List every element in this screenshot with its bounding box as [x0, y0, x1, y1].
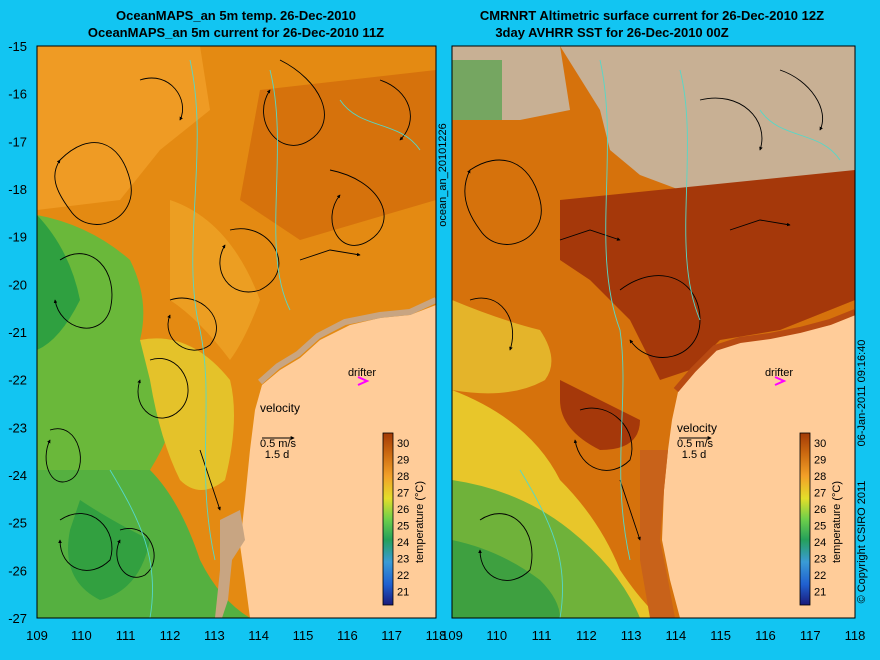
- y-tick-label: -21: [8, 325, 27, 340]
- left-colorbar-tick-label: 28: [397, 471, 409, 483]
- left-colorbar-tick-label: 22: [397, 570, 409, 582]
- right-x-axis-ticks: 109 110 111 112 113 114 115 116 117 118: [441, 628, 865, 643]
- left-x-tick-label: 115: [293, 628, 314, 643]
- right-x-tick-label: 109: [441, 628, 463, 643]
- right-colorbar: 30 29 28 27 26 25 24 23 22 21 temperature (°C): [799, 432, 843, 606]
- y-tick-label: -24: [8, 468, 27, 483]
- left-map-frame: [36, 45, 437, 619]
- y-tick-label: -15: [8, 39, 27, 54]
- left-x-tick-label: 114: [248, 628, 269, 643]
- left-colorbar-label: temperature (°C): [414, 481, 426, 563]
- left-colorbar: 30 29 28 27 26 25 24 23 22 21 temperature (°C): [382, 432, 426, 606]
- left-velocity-speed: 0.5 m/s: [260, 438, 297, 450]
- right-title-line2: 3day AVHRR SST for 26-Dec-2010 00Z: [495, 25, 728, 40]
- left-x-tick-label: 109: [26, 628, 48, 643]
- left-x-tick-label: 110: [71, 628, 92, 643]
- left-colorbar-tick-label: 23: [397, 554, 409, 566]
- right-map-frame: [451, 45, 856, 619]
- left-map: [37, 46, 436, 619]
- right-drifter-icon: [774, 376, 787, 386]
- y-tick-label: -16: [8, 87, 27, 102]
- left-side-label: ocean_an_20101226: [437, 123, 449, 226]
- left-colorbar-tick-label: 25: [397, 521, 409, 533]
- y-axis-ticks: -15 -16 -17 -18 -19 -20 -21 -22 -23 -24 -25 -26 -27: [8, 39, 27, 626]
- left-title-line1: OceanMAPS_an 5m temp. 26-Dec-2010: [116, 8, 356, 23]
- left-velocity-key: velocity 0.5 m/s 1.5 d: [260, 401, 300, 461]
- y-tick-label: -18: [8, 182, 27, 197]
- y-tick-label: -23: [8, 420, 27, 435]
- right-colorbar-tick-label: 24: [814, 537, 826, 549]
- right-colorbar-label: temperature (°C): [831, 481, 843, 563]
- right-colorbar-tick-label: 30: [814, 438, 826, 450]
- right-title-line1: CMRNRT Altimetric surface current for 26…: [480, 8, 824, 23]
- right-velocity-days: 1.5 d: [682, 449, 706, 461]
- left-colorbar-tick-label: 24: [397, 537, 409, 549]
- left-velocity-label: velocity: [260, 401, 300, 415]
- left-x-tick-label: 113: [204, 628, 225, 643]
- left-x-axis-ticks: 109 110 111 112 113 114 115 116 117 118: [26, 628, 446, 643]
- right-x-tick-label: 116: [755, 628, 776, 643]
- left-colorbar-tick-label: 21: [397, 587, 409, 599]
- y-tick-label: -26: [8, 563, 27, 578]
- left-colorbar-tick-label: 30: [397, 438, 409, 450]
- right-velocity-key: velocity 0.5 m/s 1.5 d: [677, 421, 717, 461]
- left-colorbar-tick-label: 27: [397, 488, 409, 500]
- right-colorbar-tick-label: 27: [814, 488, 826, 500]
- left-x-tick-label: 116: [337, 628, 358, 643]
- right-x-tick-label: 110: [486, 628, 507, 643]
- copyright: © Copyright CSIRO 2011: [856, 481, 868, 604]
- right-map: [452, 46, 855, 619]
- right-x-tick-label: 112: [576, 628, 597, 643]
- left-colorbar-tick-label: 29: [397, 455, 409, 467]
- right-x-tick-label: 118: [845, 628, 866, 643]
- left-title-line2: OceanMAPS_an 5m current for 26-Dec-2010 …: [88, 25, 384, 40]
- right-colorbar-tick-label: 23: [814, 554, 826, 566]
- y-tick-label: -17: [8, 134, 27, 149]
- y-tick-label: -20: [8, 277, 27, 292]
- right-x-tick-label: 115: [710, 628, 731, 643]
- left-x-tick-label: 112: [160, 628, 181, 643]
- right-colorbar-tick-label: 29: [814, 455, 826, 467]
- right-colorbar-tick-label: 21: [814, 587, 826, 599]
- left-x-tick-label: 118: [426, 628, 447, 643]
- right-colorbar-tick-label: 25: [814, 521, 826, 533]
- right-colorbar-tick-label: 26: [814, 504, 826, 516]
- left-x-tick-label: 117: [381, 628, 402, 643]
- right-colorbar-tick-label: 22: [814, 570, 826, 582]
- y-tick-label: -25: [8, 516, 27, 531]
- right-x-tick-label: 111: [532, 628, 552, 643]
- left-drifter-icon: [357, 376, 370, 386]
- left-drifter-label: drifter: [348, 367, 376, 379]
- right-velocity-label: velocity: [677, 421, 717, 435]
- y-tick-label: -19: [8, 230, 27, 245]
- right-side-label: 06-Jan-2011 09:16:40: [856, 340, 868, 447]
- right-drifter-label: drifter: [765, 367, 793, 379]
- right-x-tick-label: 114: [666, 628, 687, 643]
- y-tick-label: -22: [8, 373, 27, 388]
- left-colorbar-tick-label: 26: [397, 504, 409, 516]
- right-x-tick-label: 117: [800, 628, 821, 643]
- right-colorbar-tick-label: 28: [814, 471, 826, 483]
- left-x-tick-label: 111: [116, 628, 136, 643]
- y-tick-label: -27: [8, 611, 27, 626]
- right-x-tick-label: 113: [621, 628, 642, 643]
- left-velocity-days: 1.5 d: [265, 449, 289, 461]
- right-velocity-speed: 0.5 m/s: [677, 438, 714, 450]
